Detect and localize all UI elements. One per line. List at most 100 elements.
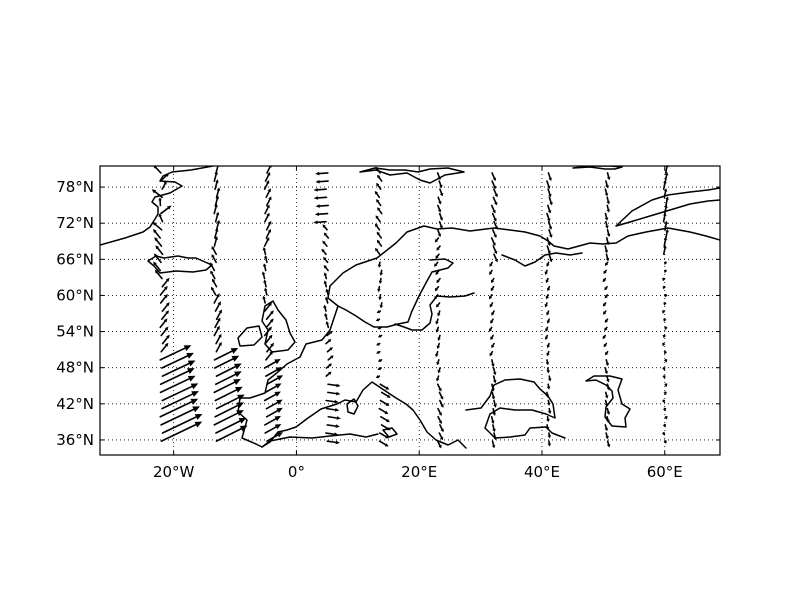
wind-arrow-shaft (491, 440, 495, 447)
wind-arrow-head (440, 396, 444, 400)
wind-arrow-shaft (161, 385, 193, 402)
wind-arrow-head (384, 410, 389, 415)
coastline-baltic (394, 292, 475, 331)
wind-arrow-head (606, 201, 611, 205)
wind-arrow-head (493, 404, 497, 408)
wind-arrow-head (544, 304, 548, 308)
wind-arrow-head (152, 228, 157, 233)
wind-arrow-head (262, 247, 267, 251)
wind-arrow-shaft (604, 367, 608, 373)
wind-arrow-shaft (436, 383, 441, 390)
wind-arrow-shaft (215, 311, 222, 321)
wind-arrow-shaft (265, 190, 271, 199)
wind-arrow-shaft (161, 304, 169, 312)
wind-arrow-head (315, 179, 320, 184)
wind-arrow-head (491, 396, 496, 400)
wind-arrow-head (238, 417, 247, 424)
wind-arrow-shaft (159, 370, 190, 386)
x-tick-label: 0° (288, 463, 305, 481)
wind-arrow-shaft (215, 166, 219, 174)
wind-arrow-shaft (326, 332, 331, 337)
wind-arrow-shaft (376, 217, 381, 223)
wind-arrow-shaft (379, 399, 388, 405)
wind-arrow-head (662, 286, 666, 290)
wind-arrow-shaft (265, 401, 279, 410)
wind-arrow-shaft (160, 344, 167, 353)
y-tick-label: 42°N (56, 395, 94, 413)
wind-arrow-shaft (265, 257, 268, 264)
wind-arrow-head (438, 201, 442, 205)
wind-arrow-shaft (603, 302, 607, 305)
wind-arrow-shaft (492, 375, 496, 382)
wind-arrow-head (664, 416, 668, 420)
wind-arrow-head (435, 255, 439, 259)
wind-arrow-shaft (491, 277, 495, 282)
wind-arrow-head (166, 205, 172, 210)
wind-arrow-head (547, 443, 552, 447)
wind-arrow-shaft (547, 285, 551, 290)
wind-arrow-head (663, 261, 668, 266)
wind-arrow-head (665, 228, 669, 233)
wind-arrow-head (378, 296, 382, 301)
wind-arrow-head (215, 179, 219, 183)
wind-arrow-head (323, 272, 328, 276)
wind-arrow-head (434, 263, 438, 267)
gridlines (100, 166, 720, 455)
wind-arrow-head (544, 336, 549, 340)
wind-arrow-head (266, 180, 270, 184)
coastline-novaya-zemlya (615, 187, 720, 227)
wind-arrow-shaft (265, 352, 272, 361)
wind-arrow-head (235, 386, 243, 393)
wind-arrow-shaft (160, 207, 169, 215)
wind-arrow-head (545, 427, 550, 431)
wind-arrow-head (267, 188, 271, 192)
wind-arrow-head (547, 410, 552, 415)
wind-arrow-shaft (492, 407, 496, 414)
wind-arrow-shaft (547, 310, 550, 314)
wind-arrow-head (438, 387, 442, 392)
wind-arrow-shaft (378, 440, 387, 446)
wind-arrow-shaft (548, 229, 552, 236)
wind-arrow-head (325, 321, 330, 325)
wind-arrow-shaft (265, 312, 273, 321)
wind-arrow-head (663, 237, 668, 241)
wind-arrow-head (604, 193, 609, 197)
wind-arrow-shaft (437, 204, 441, 211)
coastline-black-sea (465, 378, 566, 439)
wind-arrow-head (231, 355, 240, 362)
wind-arrow-head (606, 233, 611, 238)
wind-arrow-head (334, 432, 339, 437)
wind-arrow-head (606, 411, 611, 415)
wind-arrow-shaft (214, 214, 219, 223)
wind-arrow-head (605, 184, 609, 189)
wind-arrow-shaft (263, 297, 266, 304)
wind-arrow-shaft (491, 229, 496, 236)
wind-arrow-shaft (214, 181, 218, 190)
wind-arrow-head (662, 424, 667, 428)
wind-arrow-shaft (664, 166, 668, 174)
wind-arrow-shaft (213, 238, 218, 247)
wind-arrow-shaft (490, 261, 494, 266)
wind-arrow-head (549, 234, 553, 238)
wind-arrow-shaft (438, 432, 443, 439)
wind-arrow-head (438, 420, 442, 424)
wind-arrow-head (324, 296, 329, 301)
wind-arrow-head (375, 374, 380, 379)
wind-arrow-head (437, 313, 441, 317)
wind-arrow-head (376, 199, 380, 203)
wind-arrow-head (385, 386, 390, 390)
wind-arrow-shaft (265, 409, 279, 418)
wind-arrow-head (435, 321, 439, 325)
wind-arrow-shaft (155, 239, 163, 247)
wind-arrow-shaft (436, 375, 440, 380)
wind-arrow-shaft (376, 249, 381, 256)
wind-arrow-shaft (605, 326, 608, 330)
wind-arrow-shaft (213, 206, 217, 215)
wind-arrow-head (663, 245, 667, 249)
wind-arrow-head (262, 295, 266, 300)
wind-arrow-shaft (376, 168, 381, 174)
wind-arrow-shaft (377, 184, 382, 190)
wind-arrow-head (437, 233, 442, 238)
wind-arrow-shaft (491, 172, 496, 180)
wind-arrow-head (604, 262, 609, 266)
